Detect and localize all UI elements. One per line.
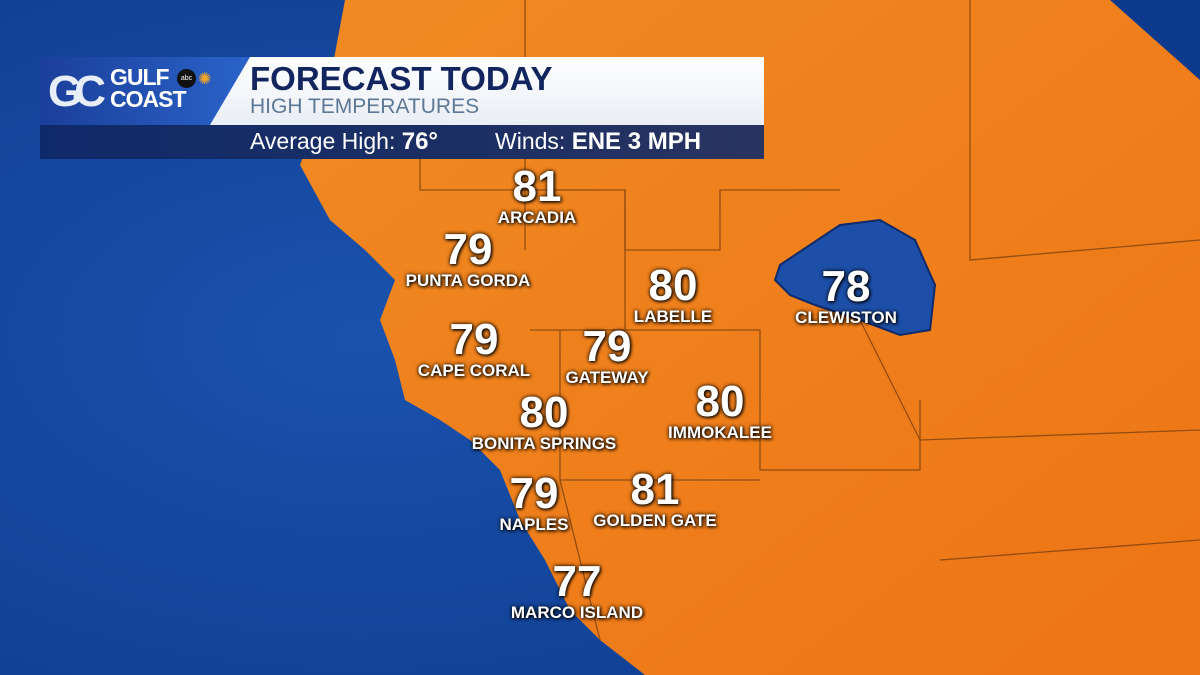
average-high: Average High: 76° (250, 128, 438, 156)
temperature: 80 (648, 261, 698, 310)
brand-name: GULF COAST (110, 64, 186, 112)
city-golden-gate: 81 GOLDEN GATE (593, 468, 716, 530)
temperature: 79 (443, 225, 493, 274)
temperature: 81 (630, 465, 680, 514)
temperature: 80 (519, 388, 569, 437)
temperature: 79 (509, 469, 559, 518)
city-arcadia: 81 ARCADIA (498, 165, 576, 227)
city-name: NAPLES (499, 515, 569, 534)
temperature: 79 (582, 322, 632, 371)
lake-okeechobee (773, 218, 937, 337)
city-name: MARCO ISLAND (510, 603, 644, 622)
page-subtitle: HIGH TEMPERATURES (250, 95, 480, 118)
nbc-peacock-icon: ✺ (198, 71, 212, 88)
temperature: 81 (512, 162, 562, 211)
title-box (210, 57, 764, 125)
temperature: 77 (552, 557, 602, 606)
city-bonita-springs: 80 BONITA SPRINGS (472, 391, 617, 453)
temperature: 80 (695, 377, 745, 426)
city-name: PUNTA GORDA (405, 271, 531, 290)
city-name: GATEWAY (565, 368, 649, 387)
city-immokalee: 80 IMMOKALEE (668, 380, 772, 442)
abc-logo-icon: abc (177, 69, 196, 88)
city-name: ARCADIA (497, 208, 577, 227)
gc-monogram: GC (48, 67, 106, 116)
city-gateway: 79 GATEWAY (565, 325, 648, 387)
winds-label: Winds: (495, 128, 566, 154)
brand-line-2: COAST (110, 86, 186, 112)
city-name: BONITA SPRINGS (471, 434, 617, 453)
temperature: 79 (449, 315, 499, 364)
winds-value: ENE 3 MPH (571, 128, 702, 155)
temperature: 78 (821, 262, 871, 311)
average-high-label: Average High: (250, 128, 396, 154)
station-logo: GC GULF COAST abc ✺ (40, 57, 250, 125)
brand-line-1: GULF (110, 64, 170, 90)
city-name: LABELLE (633, 307, 713, 326)
city-clewiston: 78 CLEWISTON (795, 265, 897, 327)
city-name: CAPE CORAL (417, 361, 531, 380)
page-title: FORECAST TODAY (250, 60, 553, 97)
forecast-banner: GC GULF COAST abc ✺ FORECAST TODAY HIGH T… (40, 57, 764, 159)
city-punta-gorda: 79 PUNTA GORDA (406, 228, 531, 290)
city-name: CLEWISTON (795, 308, 897, 327)
winds: Winds: ENE 3 MPH (495, 128, 701, 156)
city-name: IMMOKALEE (668, 423, 772, 442)
city-naples: 79 NAPLES (500, 472, 569, 534)
city-labelle: 80 LABELLE (634, 264, 712, 326)
city-cape-coral: 79 CAPE CORAL (418, 318, 530, 380)
info-strip: Average High: 76° Winds: ENE 3 MPH (40, 125, 764, 159)
city-name: GOLDEN GATE (593, 511, 717, 530)
city-marco-island: 77 MARCO ISLAND (511, 560, 643, 622)
average-high-value: 76° (401, 128, 439, 155)
